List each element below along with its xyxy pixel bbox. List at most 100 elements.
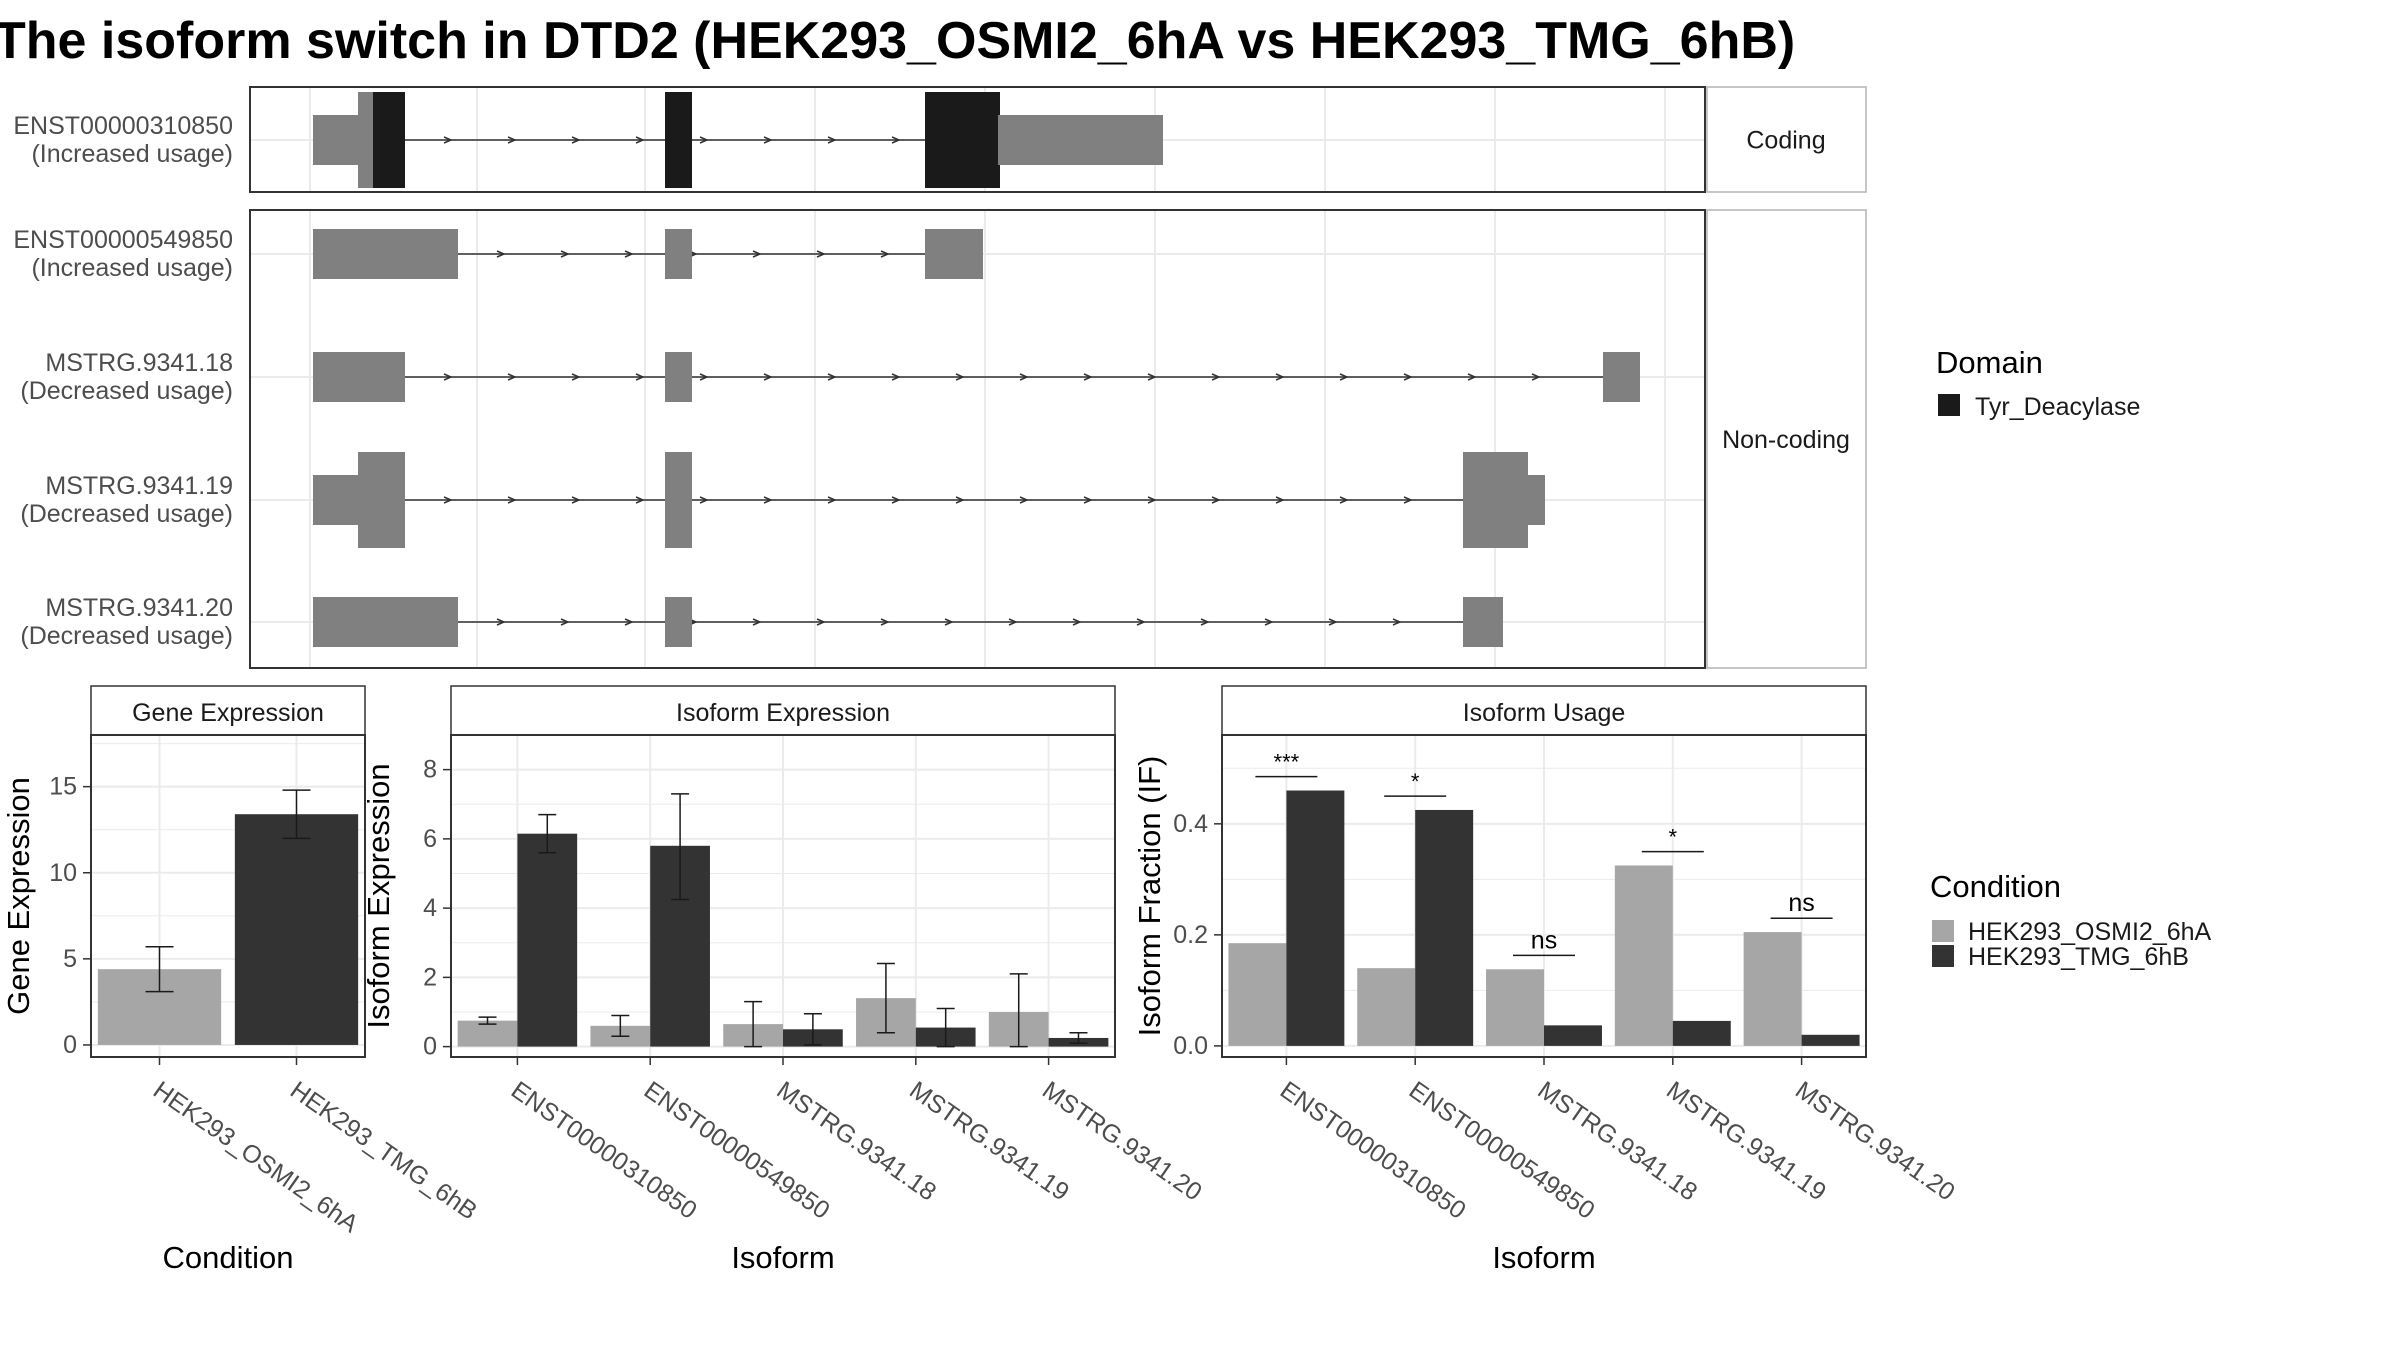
- intron-arrow: [752, 250, 762, 258]
- chart-strip: [450, 685, 1116, 736]
- legends: Domain Tyr_Deacylase Condition HEK293_OSMI2…: [1930, 345, 2212, 971]
- utr-exon: [313, 115, 360, 165]
- intron-arrow: [1083, 496, 1093, 504]
- transcript-id-label: ENST00000549850: [13, 226, 233, 254]
- x-axis-label: Isoform: [731, 1240, 834, 1275]
- intron-arrow: [827, 136, 837, 144]
- exon: [665, 352, 692, 402]
- intron-arrow: [763, 136, 773, 144]
- intron-arrow: [571, 373, 581, 381]
- exon: [313, 597, 458, 647]
- domain-exon: [665, 92, 692, 188]
- domain-exon: [373, 92, 405, 188]
- intron-arrow: [827, 373, 837, 381]
- intron-arrow: [1531, 373, 1541, 381]
- intron-arrow: [891, 496, 901, 504]
- intron-arrow: [880, 250, 890, 258]
- domain-legend-title: Domain: [1936, 345, 2043, 380]
- y-axis-label: Gene Expression: [1, 777, 36, 1015]
- transcript-id-label: MSTRG.9341.18: [45, 349, 233, 377]
- exon: [665, 452, 692, 548]
- intron-arrow: [891, 136, 901, 144]
- transcript-usage-label: (Increased usage): [31, 254, 233, 282]
- intron-arrow: [944, 618, 954, 626]
- intron-arrow: [1339, 373, 1349, 381]
- intron-arrow: [1072, 618, 1082, 626]
- intron-arrow: [699, 373, 709, 381]
- chart-panel-border: [90, 734, 366, 1058]
- transcript-panel-border: [249, 86, 1706, 193]
- intron-arrow: [560, 618, 570, 626]
- bar: [1614, 865, 1673, 1046]
- intron-arrow: [1200, 618, 1210, 626]
- y-tick-label: 2: [423, 963, 437, 991]
- significance-label: ns: [1531, 926, 1557, 954]
- chart-title: Gene Expression: [132, 699, 324, 727]
- intron-arrow: [496, 250, 506, 258]
- exon: [358, 452, 405, 548]
- intron-arrow: [507, 496, 517, 504]
- exon: [1463, 597, 1503, 647]
- expression-bar-charts: Gene Expression051015HEK293_OSMI2_6hAHEK…: [1, 685, 1960, 1275]
- facet-strip: [1706, 86, 1867, 193]
- intron-arrow: [891, 373, 901, 381]
- bar: [1228, 943, 1287, 1046]
- intron-arrow: [816, 618, 826, 626]
- intron-arrow: [496, 618, 506, 626]
- chart-title: Isoform Usage: [1463, 699, 1626, 727]
- intron-arrow: [1147, 373, 1157, 381]
- transcript-usage-label: (Increased usage): [31, 140, 233, 168]
- intron-arrow: [816, 250, 826, 258]
- intron-arrow: [635, 496, 645, 504]
- y-tick-label: 4: [423, 894, 437, 922]
- intron-arrow: [635, 136, 645, 144]
- y-tick-label: 15: [49, 773, 77, 801]
- transcript-id-label: MSTRG.9341.19: [45, 472, 233, 500]
- coding-exon: [358, 92, 375, 188]
- intron-arrow: [1392, 618, 1402, 626]
- chart-strip: [1221, 685, 1867, 736]
- significance-label: *: [1411, 769, 1420, 794]
- y-axis-label: Isoform Fraction (IF): [1132, 756, 1167, 1037]
- exon: [1463, 452, 1528, 548]
- transcript-usage-label: (Decreased usage): [20, 622, 233, 650]
- condition-legend-label: HEK293_TMG_6hB: [1968, 943, 2189, 971]
- exon: [925, 229, 983, 279]
- transcript-usage-label: (Decreased usage): [20, 500, 233, 528]
- intron-arrow: [1083, 373, 1093, 381]
- bar: [517, 833, 578, 1047]
- bar: [1415, 809, 1474, 1046]
- facet-strip-label: Coding: [1746, 127, 1825, 155]
- intron-arrow: [507, 373, 517, 381]
- intron-arrow: [624, 618, 634, 626]
- y-tick-label: 5: [63, 945, 77, 973]
- intron-arrow: [1339, 496, 1349, 504]
- intron-arrow: [1403, 496, 1413, 504]
- significance-label: *: [1669, 825, 1678, 850]
- intron-arrow: [1147, 496, 1157, 504]
- intron-arrow: [1008, 618, 1018, 626]
- bar: [234, 814, 359, 1045]
- bar: [457, 1020, 518, 1047]
- exon: [1526, 475, 1545, 525]
- bar: [1801, 1034, 1860, 1046]
- intron-arrow: [880, 618, 890, 626]
- condition-legend-swatch: [1932, 945, 1954, 967]
- utr-exon: [998, 115, 1163, 165]
- y-tick-label: 0.2: [1173, 921, 1208, 949]
- transcript-id-label: MSTRG.9341.20: [45, 594, 233, 622]
- facet-strip: [1706, 209, 1867, 669]
- intron-arrow: [1328, 618, 1338, 626]
- intron-arrow: [763, 496, 773, 504]
- intron-arrow: [955, 496, 965, 504]
- intron-arrow: [443, 373, 453, 381]
- y-tick-label: 0: [423, 1033, 437, 1061]
- intron-arrow: [571, 496, 581, 504]
- intron-arrow: [635, 373, 645, 381]
- figure-title: The isoform switch in DTD2 (HEK293_OSMI2…: [0, 12, 1795, 70]
- domain-legend-swatch: [1938, 394, 1960, 416]
- y-axis-label: Isoform Expression: [361, 763, 396, 1028]
- intron-arrow: [1467, 373, 1477, 381]
- intron-arrow: [827, 496, 837, 504]
